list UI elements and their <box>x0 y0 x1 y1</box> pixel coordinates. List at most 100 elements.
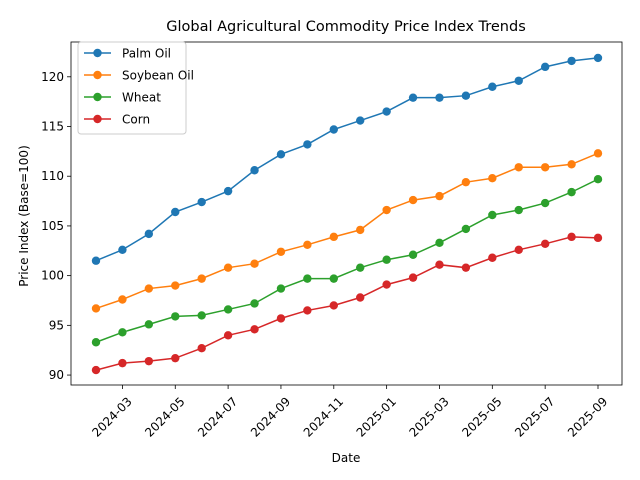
data-point-palm-oil <box>408 93 418 102</box>
series-line-soybean-oil <box>95 152 599 310</box>
data-point-soybean-oil <box>382 205 391 215</box>
data-point-palm-oil <box>514 76 523 85</box>
data-point-soybean-oil <box>303 240 312 250</box>
data-point-wheat <box>303 274 312 283</box>
data-point-wheat <box>540 198 550 208</box>
data-point-corn <box>514 245 523 254</box>
data-point-wheat <box>488 210 497 220</box>
axes-frame <box>70 41 623 386</box>
data-point-palm-oil <box>461 91 471 100</box>
y-tick-label: 95 <box>49 318 64 332</box>
data-point-soybean-oil <box>408 195 418 205</box>
data-point-soybean-oil <box>356 225 365 235</box>
data-point-wheat <box>567 187 576 197</box>
data-point-soybean-oil <box>144 284 154 293</box>
data-point-wheat <box>514 205 523 215</box>
data-point-soybean-oil <box>540 163 550 172</box>
series-line-palm-oil <box>95 57 599 262</box>
data-point-soybean-oil <box>593 149 603 158</box>
data-point-wheat <box>171 312 180 321</box>
data-point-corn <box>118 358 127 368</box>
legend-box <box>77 41 187 135</box>
data-point-wheat <box>197 311 206 320</box>
data-point-palm-oil <box>171 207 180 217</box>
data-point-soybean-oil <box>461 177 471 187</box>
y-tick-label: 90 <box>49 368 64 382</box>
data-point-corn <box>303 306 312 315</box>
data-point-palm-oil <box>435 93 444 102</box>
data-point-palm-oil <box>488 82 497 91</box>
data-point-soybean-oil <box>223 263 233 272</box>
data-point-corn <box>356 293 365 302</box>
data-point-wheat <box>144 320 154 329</box>
data-point-corn <box>382 280 391 289</box>
data-point-corn <box>223 331 233 340</box>
data-point-soybean-oil <box>91 304 101 313</box>
legend-label-soybean-oil: Soybean Oil <box>122 69 194 83</box>
series-line-wheat <box>95 178 599 343</box>
data-point-corn <box>461 263 471 272</box>
data-point-corn <box>250 325 259 334</box>
data-point-palm-oil <box>567 56 576 66</box>
data-point-wheat <box>276 284 286 293</box>
data-point-palm-oil <box>118 245 127 254</box>
data-point-palm-oil <box>329 125 338 134</box>
data-point-palm-oil <box>593 53 603 63</box>
data-point-corn <box>408 273 418 282</box>
data-point-corn <box>276 314 286 323</box>
data-point-corn <box>171 353 180 363</box>
y-tick-label: 110 <box>41 169 64 183</box>
data-point-wheat <box>435 238 444 248</box>
data-point-wheat <box>329 274 338 283</box>
y-tick-label: 115 <box>41 120 64 134</box>
data-point-soybean-oil <box>488 174 497 183</box>
data-point-soybean-oil <box>276 247 286 256</box>
legend-label-corn: Corn <box>122 113 150 127</box>
data-point-corn <box>540 239 550 249</box>
data-point-soybean-oil <box>171 281 180 290</box>
x-axis-title: Date <box>332 451 361 465</box>
legend-marker-soybean-oil <box>93 70 102 80</box>
data-point-corn <box>593 233 603 243</box>
data-point-palm-oil <box>144 229 154 239</box>
data-point-wheat <box>91 338 101 347</box>
legend-marker-palm-oil <box>93 48 102 58</box>
data-point-palm-oil <box>303 140 312 149</box>
data-point-wheat <box>382 255 391 264</box>
data-point-corn <box>144 356 154 366</box>
data-point-soybean-oil <box>435 191 444 201</box>
data-point-soybean-oil <box>197 274 206 283</box>
legend: Palm Oil Soybean Oil Wheat Corn <box>77 41 194 135</box>
data-point-palm-oil <box>382 107 391 116</box>
chart-title: Global Agricultural Commodity Price Inde… <box>166 19 526 35</box>
data-point-soybean-oil <box>514 163 523 172</box>
data-point-corn <box>488 253 497 262</box>
legend-marker-wheat <box>93 92 102 102</box>
data-point-soybean-oil <box>329 232 338 242</box>
series-line-corn <box>95 236 599 371</box>
data-point-wheat <box>223 305 233 314</box>
data-point-corn <box>435 260 444 269</box>
data-point-wheat <box>356 263 365 272</box>
data-point-soybean-oil <box>567 160 576 169</box>
y-tick-label: 105 <box>41 219 64 233</box>
data-point-palm-oil <box>197 197 206 207</box>
y-tick-label: 120 <box>41 70 64 84</box>
data-point-corn <box>567 232 576 242</box>
data-point-wheat <box>408 250 418 259</box>
data-point-palm-oil <box>91 256 101 265</box>
data-point-palm-oil <box>356 116 365 125</box>
data-point-corn <box>197 344 206 353</box>
legend-marker-corn <box>93 114 102 124</box>
data-point-palm-oil <box>276 150 286 159</box>
data-point-wheat <box>461 224 471 234</box>
data-point-palm-oil <box>250 166 259 175</box>
data-point-wheat <box>118 328 127 337</box>
data-point-palm-oil <box>223 186 233 196</box>
y-tick-label: 100 <box>41 269 64 283</box>
y-axis-title: Price Index (Base=100) <box>17 145 31 286</box>
data-point-palm-oil <box>540 62 550 72</box>
legend-label-wheat: Wheat <box>122 91 161 105</box>
data-point-wheat <box>250 299 259 308</box>
